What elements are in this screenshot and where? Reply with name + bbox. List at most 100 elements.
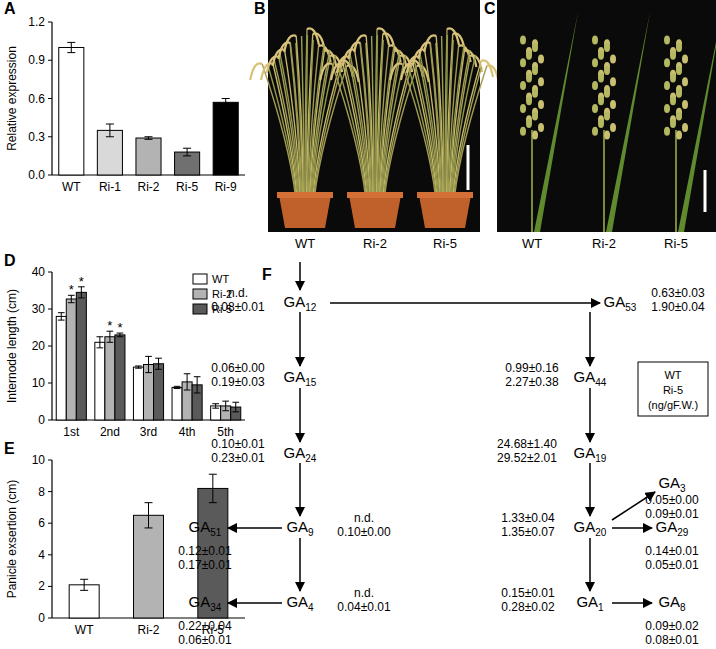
value-wt: n.d. [228, 286, 248, 300]
error-bar [209, 474, 217, 502]
grain [610, 55, 616, 64]
grain [598, 119, 604, 128]
grain [682, 55, 688, 64]
stem [290, 43, 301, 196]
node-label-base: GA [574, 368, 596, 385]
x-tick-label: WT [75, 623, 94, 637]
error-bar [106, 124, 114, 137]
grain [676, 43, 682, 52]
panel-label: B [254, 0, 266, 17]
grain [604, 43, 610, 52]
arrow [299, 262, 301, 290]
grain [592, 127, 598, 136]
bar [76, 292, 86, 420]
node-label-base: GA [658, 474, 680, 491]
arrow [299, 538, 301, 591]
error-bar [184, 374, 191, 390]
arrow [299, 312, 301, 366]
y-tick-label: 2 [38, 579, 45, 593]
grain [532, 43, 538, 52]
bar [59, 48, 84, 176]
value-ri5: 0.17±0.01 [178, 558, 232, 572]
grain [610, 100, 616, 109]
stem [262, 64, 295, 196]
pot-rim [417, 192, 473, 198]
grain [520, 36, 526, 45]
node-label: GA44 [574, 368, 607, 388]
grain [532, 112, 538, 121]
leaf [678, 12, 716, 232]
panicle [390, 63, 402, 80]
grain [520, 104, 526, 113]
bar [213, 102, 238, 175]
grain [664, 104, 670, 113]
node-label: GA3 [658, 474, 686, 494]
stem [296, 36, 303, 196]
stem [372, 36, 375, 196]
photo-label: Ri-5 [433, 236, 457, 251]
bar [66, 299, 76, 420]
background [0, 0, 716, 649]
node-label: GA53 [604, 293, 637, 313]
value-ri5: 0.23±0.01 [211, 451, 265, 465]
error-bar [222, 99, 230, 107]
y-tick-label: 30 [32, 302, 46, 316]
grain [598, 74, 604, 83]
arrow [612, 527, 652, 529]
grain [592, 81, 598, 90]
leaf [606, 12, 650, 232]
photo-label: Ri-2 [363, 236, 387, 251]
value-wt: 0.22±0.04 [178, 619, 232, 633]
x-tick-label: Ri-5 [176, 180, 198, 194]
node-label: GA1 [576, 593, 604, 613]
y-tick-label: 6 [38, 516, 45, 530]
grain [538, 55, 544, 64]
stem [360, 43, 371, 196]
node-label-sub: 34 [210, 602, 222, 613]
stem [349, 50, 369, 196]
panicle [284, 35, 296, 52]
bar [105, 337, 115, 420]
node-label-base: GA [574, 518, 596, 535]
grain [682, 77, 688, 86]
arrow [589, 463, 591, 516]
photo-plants [250, 0, 499, 232]
node-label-base: GA [656, 518, 678, 535]
error-bar [155, 358, 162, 369]
stem [430, 43, 441, 196]
grain [532, 66, 538, 75]
value-ri5: 2.27±0.38 [505, 375, 559, 389]
grain [670, 51, 676, 60]
figure: ARelative expression0.00.30.60.91.2WTRi-… [0, 0, 716, 649]
value-wt: 0.12±0.01 [178, 544, 232, 558]
error-bar [80, 579, 88, 590]
node-label-base: GA [284, 444, 306, 461]
bar [134, 515, 164, 618]
grain [538, 77, 544, 86]
y-tick-label: 40 [32, 265, 46, 279]
error-bar [222, 401, 229, 411]
photo-background [497, 0, 716, 232]
stem [675, 130, 677, 232]
node-label: GA4 [286, 593, 314, 613]
photo-label: Ri-5 [664, 236, 688, 251]
panicle [354, 35, 366, 52]
panel-label: C [484, 0, 496, 17]
error-bar [107, 331, 114, 342]
grain [604, 112, 610, 121]
panicle [481, 60, 493, 77]
grain [520, 58, 526, 67]
node-label: GA20 [574, 518, 607, 538]
arrow [299, 463, 301, 516]
arrow [330, 302, 600, 304]
node-label-sub: 9 [308, 527, 314, 538]
scale-bar [467, 145, 470, 190]
error-bar [194, 377, 201, 393]
bar [136, 138, 161, 175]
node-label: GA24 [284, 444, 317, 464]
panicle [250, 63, 262, 80]
arrows [228, 262, 655, 603]
node-label-sub: 44 [595, 377, 607, 388]
y-axis-label: Panicle exsertion (cm) [5, 480, 19, 599]
x-tick-label: WT [62, 180, 81, 194]
